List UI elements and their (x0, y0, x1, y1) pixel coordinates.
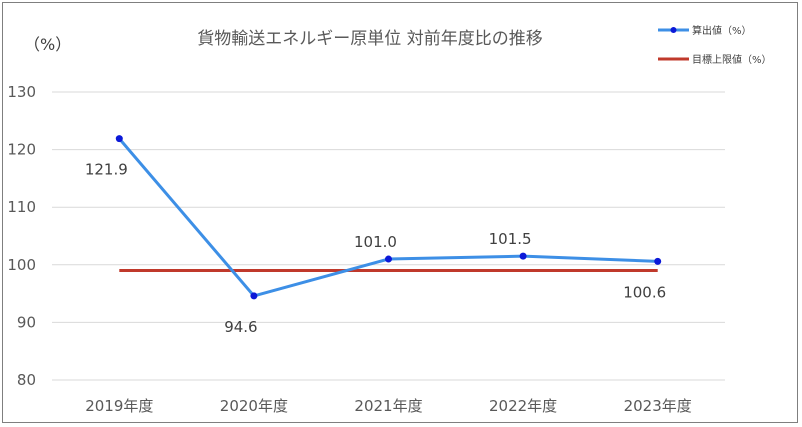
chart-frame (2, 2, 798, 423)
legend-label-target: 目標上限値（%） (692, 53, 772, 66)
legend: 算出値（%） 目標上限値（%） (658, 24, 772, 66)
x-tick-label: 2022年度 (489, 397, 557, 415)
data-point (519, 252, 527, 260)
y-tick-label: 130 (7, 83, 36, 101)
gridlines (52, 91, 725, 381)
data-label: 101.5 (489, 230, 532, 248)
y-tick-label: 100 (7, 256, 36, 274)
x-axis-ticks: 2019年度 2020年度 2021年度 2022年度 2023年度 (85, 397, 692, 415)
legend-label-actual: 算出値（%） (692, 24, 752, 37)
data-point (115, 135, 123, 143)
data-label: 121.9 (85, 161, 128, 179)
y-tick-label: 110 (7, 198, 36, 216)
chart-title: 貨物輸送エネルギー原単位 対前年度比の推移 (197, 29, 542, 49)
x-tick-label: 2023年度 (624, 397, 692, 415)
x-tick-label: 2019年度 (85, 397, 153, 415)
data-point (250, 292, 258, 300)
data-label: 94.6 (224, 318, 257, 336)
actual-line (118, 137, 658, 298)
y-axis-ticks: 80 90 100 110 120 130 (7, 83, 36, 389)
data-label: 100.6 (623, 283, 666, 301)
legend-marker-actual (670, 27, 677, 33)
data-labels: 121.9 94.6 101.0 101.5 100.6 (85, 161, 666, 336)
y-axis-unit: （%） (24, 35, 71, 54)
data-label: 101.0 (354, 233, 397, 251)
x-tick-label: 2020年度 (220, 397, 288, 415)
y-tick-label: 90 (17, 313, 36, 331)
data-point (385, 255, 392, 263)
x-tick-label: 2021年度 (354, 397, 422, 415)
y-tick-label: 80 (17, 371, 36, 389)
data-point (654, 257, 662, 265)
y-tick-label: 120 (7, 141, 36, 159)
actual-series (115, 135, 662, 300)
